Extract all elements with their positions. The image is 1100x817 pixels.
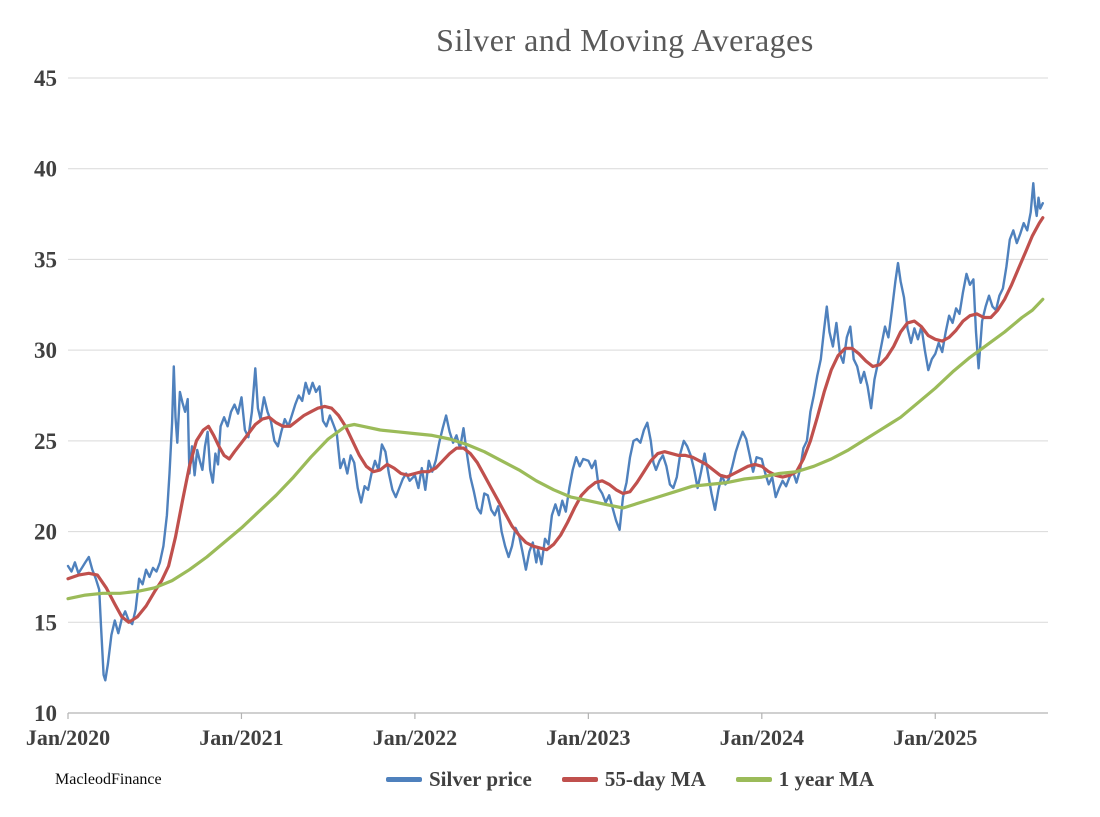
- watermark: MacleodFinance: [55, 771, 162, 788]
- y-tick-label-35: 35: [34, 247, 57, 272]
- legend-swatch-silver-price: [385, 776, 422, 782]
- legend-item-silver-price: Silver price: [385, 766, 532, 791]
- legend-swatch-55-day-ma: [561, 776, 598, 782]
- x-tick-label-Jan/2020: Jan/2020: [26, 725, 110, 750]
- series-line-silver-price: [66, 181, 1045, 682]
- y-tick-label-25: 25: [34, 429, 57, 454]
- legend: Silver price 55-day MA 1 year MA: [200, 763, 1060, 795]
- y-tick-label-10: 10: [34, 701, 57, 726]
- x-tick-label-Jan/2025: Jan/2025: [893, 725, 977, 750]
- x-tick-label-Jan/2022: Jan/2022: [373, 725, 457, 750]
- legend-label-1-year-ma: 1 year MA: [778, 766, 874, 791]
- chart-title: Silver and Moving Averages: [436, 22, 814, 58]
- y-tick-label-20: 20: [34, 520, 57, 545]
- series-line-1-year-ma: [66, 297, 1045, 601]
- x-tick-label-Jan/2023: Jan/2023: [546, 725, 630, 750]
- x-tick-label-Jan/2021: Jan/2021: [199, 725, 283, 750]
- x-tick-label-Jan/2024: Jan/2024: [720, 725, 804, 750]
- y-tick-label-45: 45: [34, 66, 57, 91]
- legend-item-1-year-ma: 1 year MA: [735, 766, 874, 791]
- series-line-55-day-ma: [66, 216, 1045, 624]
- legend-label-55-day-ma: 55-day MA: [604, 766, 706, 791]
- legend-label-silver-price: Silver price: [428, 766, 532, 791]
- legend-swatch-1-year-ma: [735, 776, 772, 782]
- y-tick-label-40: 40: [34, 157, 57, 182]
- y-tick-label-15: 15: [34, 610, 57, 635]
- legend-item-55-day-ma: 55-day MA: [561, 766, 706, 791]
- y-tick-label-30: 30: [34, 338, 57, 363]
